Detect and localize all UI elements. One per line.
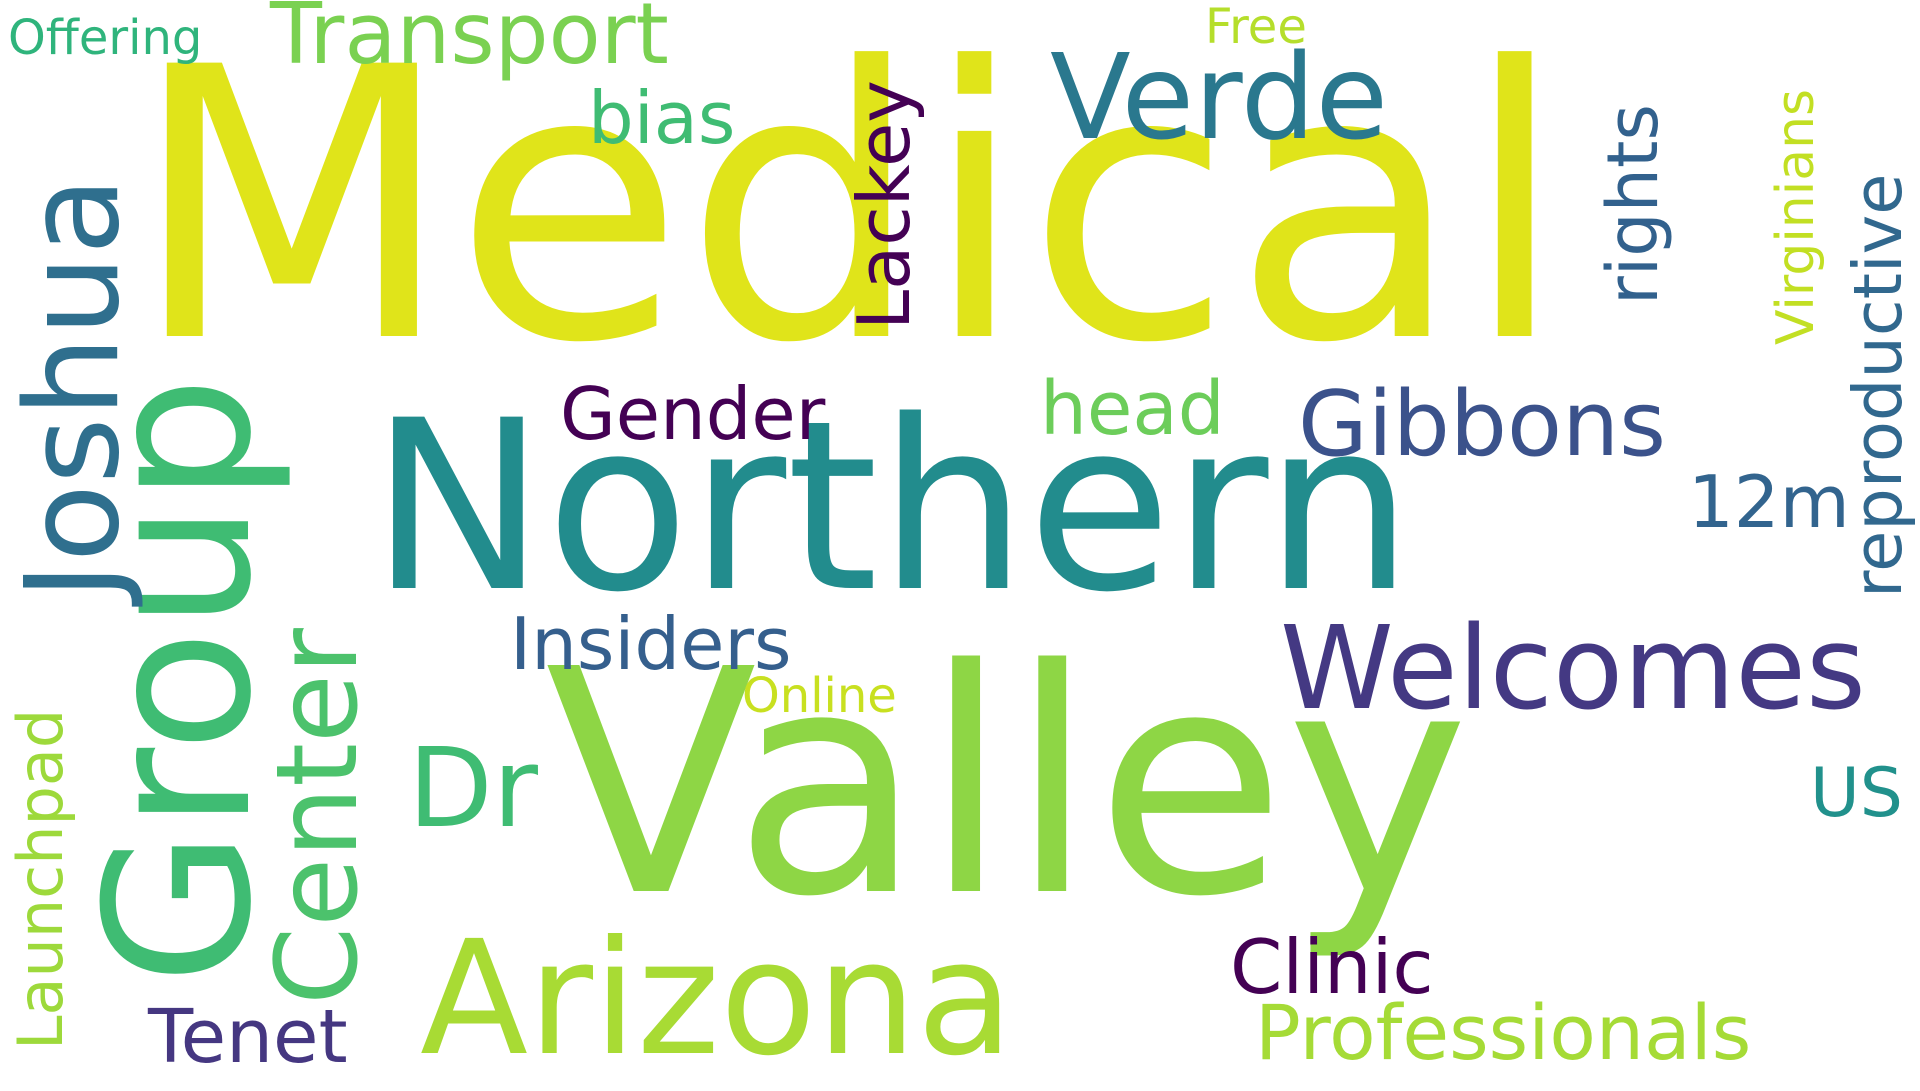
- word-valley: Valley: [545, 604, 1470, 965]
- word-online: Online: [742, 668, 897, 724]
- word-us: US: [1810, 754, 1903, 833]
- word-rights: rights: [1592, 104, 1674, 305]
- word-professionals: Professionals: [1255, 988, 1752, 1077]
- word-offering: Offering: [8, 10, 203, 66]
- word-free: Free: [1205, 0, 1307, 55]
- word-12m: 12m: [1688, 460, 1850, 544]
- word-verde: Verde: [1050, 28, 1389, 166]
- word-center: Center: [253, 628, 383, 1005]
- word-bias: bias: [588, 76, 736, 160]
- word-virginians: Virginians: [1766, 88, 1826, 345]
- word-medical: Medical: [130, 0, 1567, 425]
- word-reproductive: reproductive: [1839, 173, 1917, 598]
- word-dr: Dr: [408, 724, 538, 852]
- word-welcomes: Welcomes: [1280, 602, 1866, 736]
- word-lackey: Lackey: [842, 80, 926, 330]
- word-gender: Gender: [560, 372, 826, 456]
- word-tenet: Tenet: [148, 994, 348, 1080]
- word-launchpad: Launchpad: [4, 708, 77, 1050]
- word-head: head: [1040, 366, 1225, 452]
- word-gibbons: Gibbons: [1298, 372, 1666, 477]
- word-transport: Transport: [270, 0, 669, 84]
- word-northern: Northern: [370, 371, 1414, 644]
- word-joshua: Joshua: [0, 176, 148, 600]
- word-insiders: Insiders: [510, 602, 792, 686]
- word-arizona: Arizona: [420, 907, 1014, 1091]
- word-clinic: Clinic: [1230, 923, 1434, 1011]
